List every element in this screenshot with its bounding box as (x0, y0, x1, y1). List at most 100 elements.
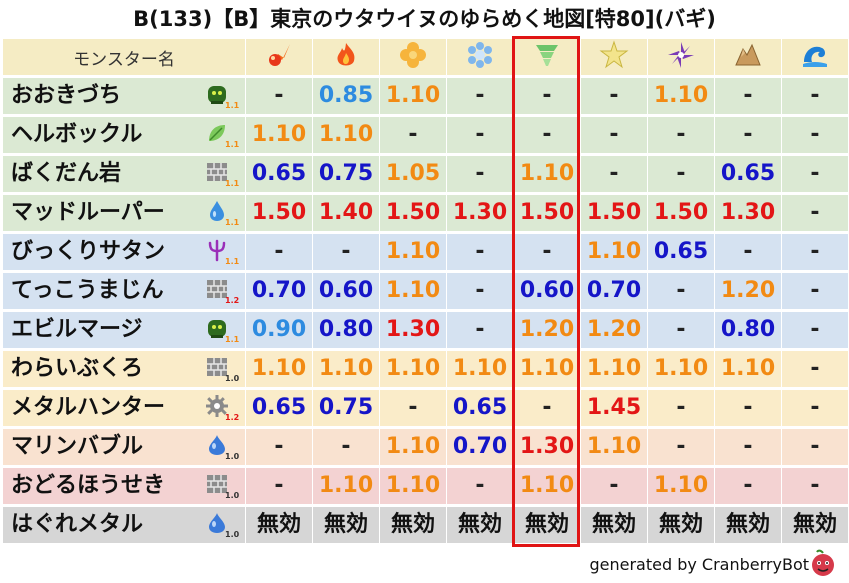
resistance-value: - (647, 312, 714, 348)
resistance-value: - (781, 351, 848, 387)
table-row: メタルハンター 1.2 0.65 0.75-0.65-1.45- - - (2, 390, 848, 426)
level-multiplier: 1.1 (225, 218, 240, 227)
footer-credit: generated by CranberryBot (589, 555, 809, 574)
monster-name: ばくだん岩 (11, 161, 122, 186)
leaf-icon (205, 121, 229, 145)
resistance-value: - (446, 156, 513, 192)
table-row: ヘルボックル 1.1 1.10 1.10- - - - - - - (2, 117, 848, 153)
resistance-value: 1.30 (513, 429, 580, 465)
level-multiplier: 1.2 (225, 296, 240, 305)
resistance-value: - (513, 390, 580, 426)
resistance-value: 無効 (781, 507, 848, 543)
resistance-value: - (245, 234, 312, 270)
fire-attack-icon (245, 39, 312, 75)
resistance-value: - (446, 234, 513, 270)
monster-name-cell: メタルハンター 1.2 (2, 390, 245, 426)
fire-spell-icon (312, 39, 379, 75)
resistance-value: 1.10 (245, 351, 312, 387)
drop-icon (205, 199, 229, 223)
resistance-value: 0.85 (312, 78, 379, 114)
table-row: びっくりサタン 1.1- -1.10- -1.10 0.65- - (2, 234, 848, 270)
resistance-value: 1.10 (379, 468, 446, 504)
level-multiplier: 1.0 (225, 374, 240, 383)
resistance-value: 無効 (513, 507, 580, 543)
level-multiplier: 1.1 (225, 257, 240, 266)
resistance-value: - (513, 117, 580, 153)
brick-icon (205, 277, 229, 301)
resistance-value: - (647, 390, 714, 426)
ice-flake-icon (446, 39, 513, 75)
monster-name: マリンバブル (11, 434, 144, 459)
resistance-value: 1.40 (312, 195, 379, 231)
resistance-value: 1.10 (312, 351, 379, 387)
monster-name-cell: マッドルーパー 1.1 (2, 195, 245, 231)
header-row: モンスター名 (2, 39, 848, 75)
monster-name: びっくりサタン (11, 239, 166, 264)
page-title: B(133)【B】東京のウタウイヌのゆらめく地図[特80](バギ) (133, 7, 716, 31)
resistance-value: - (714, 468, 781, 504)
resistance-value: 無効 (312, 507, 379, 543)
resistance-value: - (714, 234, 781, 270)
resistance-value: 1.10 (580, 429, 647, 465)
monster-name: エビルマージ (11, 317, 143, 342)
resistance-value: - (781, 234, 848, 270)
level-multiplier: 1.1 (225, 101, 240, 110)
resistance-value: - (312, 429, 379, 465)
slime-icon (205, 433, 229, 457)
resistance-value: - (647, 117, 714, 153)
water-wave-icon (781, 39, 848, 75)
resistance-value: 1.20 (714, 273, 781, 309)
resistance-value: 1.10 (513, 351, 580, 387)
level-multiplier: 1.1 (225, 179, 240, 188)
resistance-value: - (781, 195, 848, 231)
brick-icon (205, 355, 229, 379)
resistance-value: 1.10 (647, 468, 714, 504)
resistance-value: - (647, 273, 714, 309)
resistance-value: 0.70 (446, 429, 513, 465)
resistance-value: 1.50 (647, 195, 714, 231)
beast-icon (205, 82, 229, 106)
monster-name-cell: おどるほうせき 1.0 (2, 468, 245, 504)
resistance-value: 1.10 (312, 468, 379, 504)
resistance-value: - (580, 117, 647, 153)
resistance-value: - (513, 78, 580, 114)
brick-icon (205, 160, 229, 184)
resistance-value: - (714, 78, 781, 114)
resistance-value: 0.75 (312, 156, 379, 192)
monster-name: メタルハンター (11, 395, 166, 420)
resistance-value: - (446, 117, 513, 153)
monster-name-cell: びっくりサタン 1.1 (2, 234, 245, 270)
level-multiplier: 1.0 (225, 452, 240, 461)
resistance-value: 0.65 (245, 156, 312, 192)
monster-name-cell: おおきづち 1.1 (2, 78, 245, 114)
level-multiplier: 1.0 (225, 530, 240, 539)
resistance-value: 1.30 (379, 312, 446, 348)
monster-name-cell: てっこうまじん 1.2 (2, 273, 245, 309)
resistance-value: 1.10 (580, 351, 647, 387)
resistance-value: 1.10 (446, 351, 513, 387)
resistance-value: 1.50 (245, 195, 312, 231)
resistance-value: 1.20 (580, 312, 647, 348)
resistance-value: - (580, 468, 647, 504)
resistance-value: - (245, 468, 312, 504)
monster-name: マッドルーパー (11, 200, 165, 225)
wind-tornado-icon (513, 39, 580, 75)
monster-name-cell: ヘルボックル 1.1 (2, 117, 245, 153)
resistance-value: 0.90 (245, 312, 312, 348)
resistance-value: 0.60 (513, 273, 580, 309)
table-row: マリンバブル 1.0- -1.10 0.70 1.30 1.10- - - (2, 429, 848, 465)
resistance-value: 1.10 (312, 117, 379, 153)
monster-name-cell: わらいぶくろ 1.0 (2, 351, 245, 387)
resistance-value: - (446, 273, 513, 309)
resistance-value: 0.70 (580, 273, 647, 309)
resistance-value: - (245, 429, 312, 465)
resistance-value: 1.10 (379, 273, 446, 309)
resistance-value: 1.10 (647, 351, 714, 387)
table-row: マッドルーパー 1.1 1.50 1.40 1.50 1.30 1.50 1.50 1.50 1.… (2, 195, 848, 231)
monster-name-cell: マリンバブル 1.0 (2, 429, 245, 465)
resistance-table: モンスター名 おおきづち 1.1-0.85 1.10- - -1.10- - ヘルボックル 1… (2, 36, 848, 546)
resistance-value: 0.65 (446, 390, 513, 426)
resistance-value: - (781, 390, 848, 426)
resistance-value: 無効 (446, 507, 513, 543)
resistance-value: - (781, 273, 848, 309)
